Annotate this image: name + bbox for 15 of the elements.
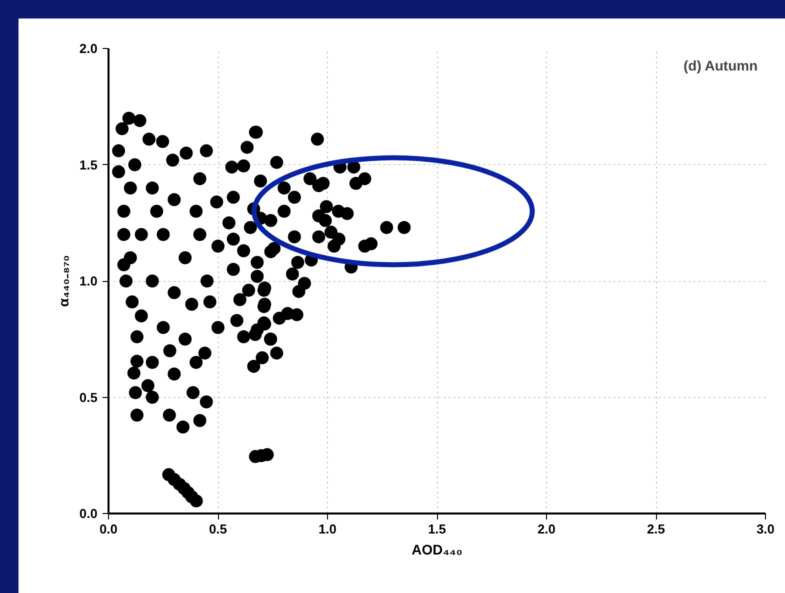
y-axis-title: α₄₄₀₋₈₇₀: [55, 255, 72, 307]
x-tick-label: 2.0: [537, 522, 556, 536]
x-tick-label: 3.0: [756, 522, 775, 536]
x-tick-label: 2.5: [646, 522, 666, 536]
x-tick-label: 1.5: [428, 522, 446, 536]
x-axis-title: AOD₄₄₀: [412, 542, 462, 558]
y-tick-label: 0.0: [79, 506, 98, 521]
annotation: (d) Autumn: [684, 58, 758, 74]
y-tick-label: 0.5: [79, 390, 98, 405]
y-tick-label: 2.0: [79, 41, 98, 56]
x-tick-label: 1.0: [318, 522, 337, 536]
y-tick-label: 1.0: [79, 274, 98, 288]
x-tick-label: 0.0: [99, 522, 118, 536]
y-tick-label: 1.5: [79, 157, 98, 172]
x-tick-label: 0.5: [208, 522, 228, 536]
